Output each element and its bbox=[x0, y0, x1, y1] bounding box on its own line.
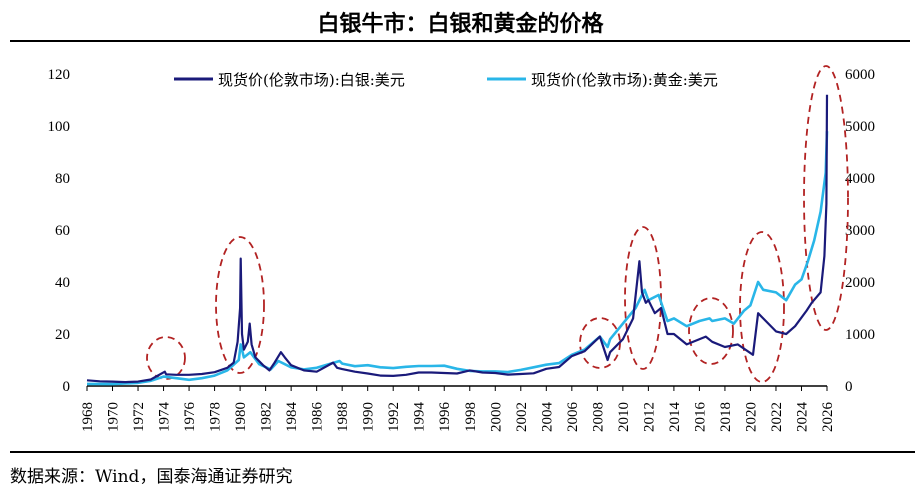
highlight-ellipse bbox=[579, 317, 621, 369]
x-tick-label: 1972 bbox=[131, 402, 147, 432]
highlight-ellipses bbox=[146, 65, 849, 383]
y-right-tick-label: 6000 bbox=[845, 67, 875, 83]
x-tick-label: 1974 bbox=[157, 402, 173, 433]
y-left-tick-label: 20 bbox=[55, 327, 70, 343]
x-tick-label: 2018 bbox=[718, 402, 734, 432]
gold-price-line bbox=[86, 131, 829, 386]
legend: 现货价(伦敦市场):白银:美元 现货价(伦敦市场):黄金:美元 bbox=[174, 71, 718, 89]
y-left-tick-label: 100 bbox=[48, 119, 71, 135]
x-tick-label: 1968 bbox=[80, 402, 96, 432]
y-left-tick-label: 40 bbox=[55, 275, 70, 291]
x-tick-label: 2000 bbox=[488, 402, 504, 432]
y-left-tick-label: 120 bbox=[48, 67, 71, 83]
highlight-ellipse bbox=[803, 65, 849, 331]
x-tick-label: 1980 bbox=[233, 402, 249, 432]
x-tick-label: 1990 bbox=[361, 402, 377, 432]
series-lines bbox=[86, 94, 829, 386]
x-tick-label: 2022 bbox=[769, 402, 785, 432]
x-tick-label: 1970 bbox=[106, 402, 122, 432]
x-tick-label: 1998 bbox=[463, 402, 479, 432]
x-tick-label: 2024 bbox=[794, 402, 810, 433]
x-tick-label: 2012 bbox=[641, 402, 657, 432]
x-tick-label: 2008 bbox=[590, 402, 606, 432]
legend-label-gold: 现货价(伦敦市场):黄金:美元 bbox=[531, 71, 718, 89]
x-tick-label: 1994 bbox=[412, 402, 428, 433]
x-tick-label: 2014 bbox=[667, 402, 683, 433]
x-tick-label: 1982 bbox=[259, 402, 275, 432]
y-right-tick-label: 0 bbox=[845, 379, 853, 395]
x-tick-label: 1992 bbox=[386, 402, 402, 432]
y-right-tick-label: 2000 bbox=[845, 275, 875, 291]
highlight-ellipse bbox=[739, 231, 785, 383]
highlight-ellipse bbox=[146, 336, 186, 380]
x-tick-label: 2004 bbox=[539, 402, 555, 433]
x-tick-label: 2026 bbox=[820, 402, 836, 433]
x-tick-label: 1996 bbox=[437, 402, 453, 433]
y-right-tick-label: 3000 bbox=[845, 223, 875, 239]
axes: 1968 1970 1972 1974 1976 1978 1980 1982 1984 1986… bbox=[48, 67, 876, 432]
x-tick-label: 1978 bbox=[208, 402, 224, 432]
highlight-ellipse bbox=[215, 236, 265, 374]
source-note: 数据来源：Wind，国泰海通证券研究 bbox=[10, 467, 293, 487]
y-left-tick-label: 0 bbox=[63, 379, 71, 395]
y-right-tick-label: 5000 bbox=[845, 119, 875, 135]
highlight-ellipse bbox=[688, 297, 734, 365]
x-tick-label: 2010 bbox=[616, 402, 632, 432]
y-left-tick-label: 60 bbox=[55, 223, 70, 239]
x-tick-label: 1986 bbox=[310, 402, 326, 433]
silver-price-line bbox=[86, 94, 829, 384]
x-tick-label: 2020 bbox=[743, 402, 759, 432]
x-tick-label: 2002 bbox=[514, 402, 530, 432]
x-tick-label: 1984 bbox=[284, 402, 300, 433]
y-left-tick-label: 80 bbox=[55, 171, 70, 187]
x-tick-label: 1988 bbox=[335, 402, 351, 432]
y-right-tick-label: 1000 bbox=[845, 327, 875, 343]
title-rule bbox=[10, 40, 910, 42]
x-tick-label: 2016 bbox=[692, 402, 708, 433]
source-rule bbox=[10, 451, 915, 453]
chart-title: 白银牛市：白银和黄金的价格 bbox=[317, 11, 604, 37]
x-tick-label: 2006 bbox=[565, 402, 581, 433]
x-tick-label: 1976 bbox=[182, 402, 198, 433]
legend-label-silver: 现货价(伦敦市场):白银:美元 bbox=[218, 71, 405, 89]
y-right-tick-label: 4000 bbox=[845, 171, 875, 187]
